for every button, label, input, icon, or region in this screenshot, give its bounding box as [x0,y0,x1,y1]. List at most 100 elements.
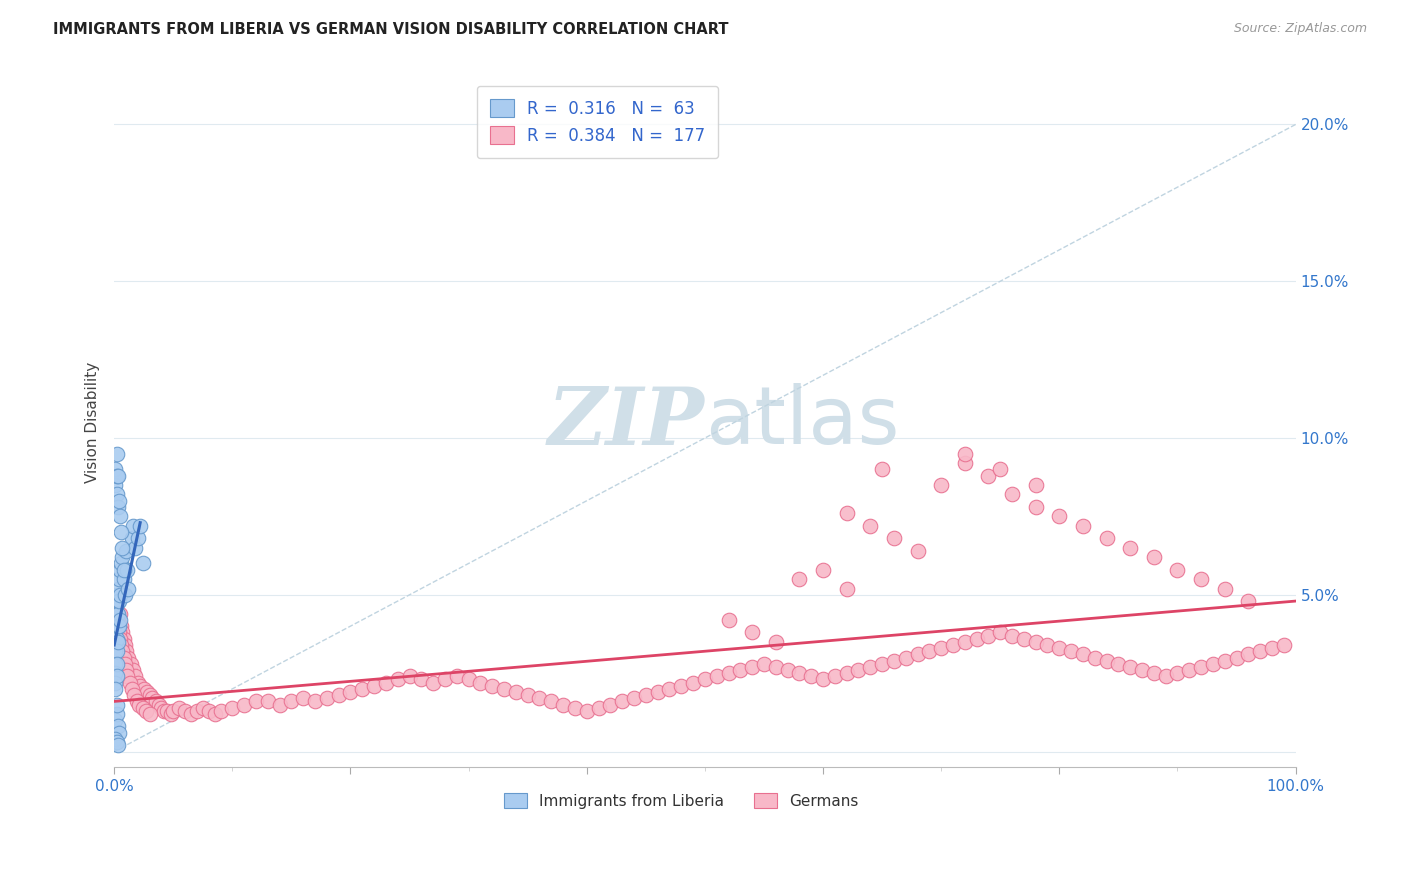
Point [136,685,159,699]
Point [105,735,128,749]
Point [540,694,562,708]
Point [1237,648,1260,662]
Point [339,685,361,699]
Point [105,487,128,501]
Point [105,619,128,633]
Point [108,572,131,586]
Point [107,500,129,514]
Point [148,698,170,712]
Point [634,688,657,702]
Point [132,681,155,696]
Point [1143,550,1166,565]
Point [104,657,127,671]
Point [120,657,142,671]
Point [127,532,149,546]
Point [894,650,917,665]
Point [191,700,214,714]
Point [111,541,134,555]
Point [647,685,669,699]
Point [1272,638,1295,652]
Point [110,619,132,633]
Point [1202,657,1225,671]
Point [730,663,752,677]
Point [977,468,1000,483]
Point [269,698,291,712]
Point [988,462,1011,476]
Point [135,704,157,718]
Point [112,632,135,646]
Point [138,706,160,721]
Point [929,641,952,656]
Point [942,638,965,652]
Point [529,691,551,706]
Point [104,613,127,627]
Point [150,700,173,714]
Point [186,704,208,718]
Point [835,506,858,520]
Point [374,675,396,690]
Point [131,557,153,571]
Point [457,673,479,687]
Text: atlas: atlas [704,384,900,461]
Point [398,669,420,683]
Point [811,563,834,577]
Point [1154,669,1177,683]
Point [115,544,138,558]
Point [108,607,131,621]
Point [752,657,775,671]
Point [108,625,131,640]
Point [112,572,135,586]
Point [907,544,929,558]
Point [1071,518,1094,533]
Point [153,704,176,718]
Point [1119,660,1142,674]
Point [1071,648,1094,662]
Point [110,525,132,540]
Point [564,700,586,714]
Point [1237,594,1260,608]
Point [138,688,160,702]
Point [108,594,131,608]
Point [682,675,704,690]
Point [104,625,127,640]
Point [623,691,645,706]
Point [292,691,315,706]
Point [105,607,128,621]
Point [481,679,503,693]
Point [129,679,152,693]
Point [363,679,385,693]
Point [118,675,141,690]
Point [104,613,127,627]
Point [112,650,135,665]
Point [977,629,1000,643]
Point [1060,644,1083,658]
Point [1249,644,1271,658]
Text: IMMIGRANTS FROM LIBERIA VS GERMAN VISION DISABILITY CORRELATION CHART: IMMIGRANTS FROM LIBERIA VS GERMAN VISION… [53,22,728,37]
Point [131,700,153,714]
Point [1189,572,1212,586]
Point [835,666,858,681]
Point [883,532,905,546]
Point [446,669,468,683]
Point [717,613,740,627]
Point [180,706,202,721]
Point [174,704,197,718]
Point [105,597,128,611]
Point [717,666,740,681]
Point [1166,563,1188,577]
Point [953,635,976,649]
Point [104,666,127,681]
Point [104,594,127,608]
Point [105,657,128,671]
Point [953,456,976,470]
Point [575,704,598,718]
Point [107,613,129,627]
Point [117,650,139,665]
Point [122,663,145,677]
Point [658,681,681,696]
Point [115,644,138,658]
Point [105,447,128,461]
Point [1095,532,1118,546]
Point [953,447,976,461]
Point [387,673,409,687]
